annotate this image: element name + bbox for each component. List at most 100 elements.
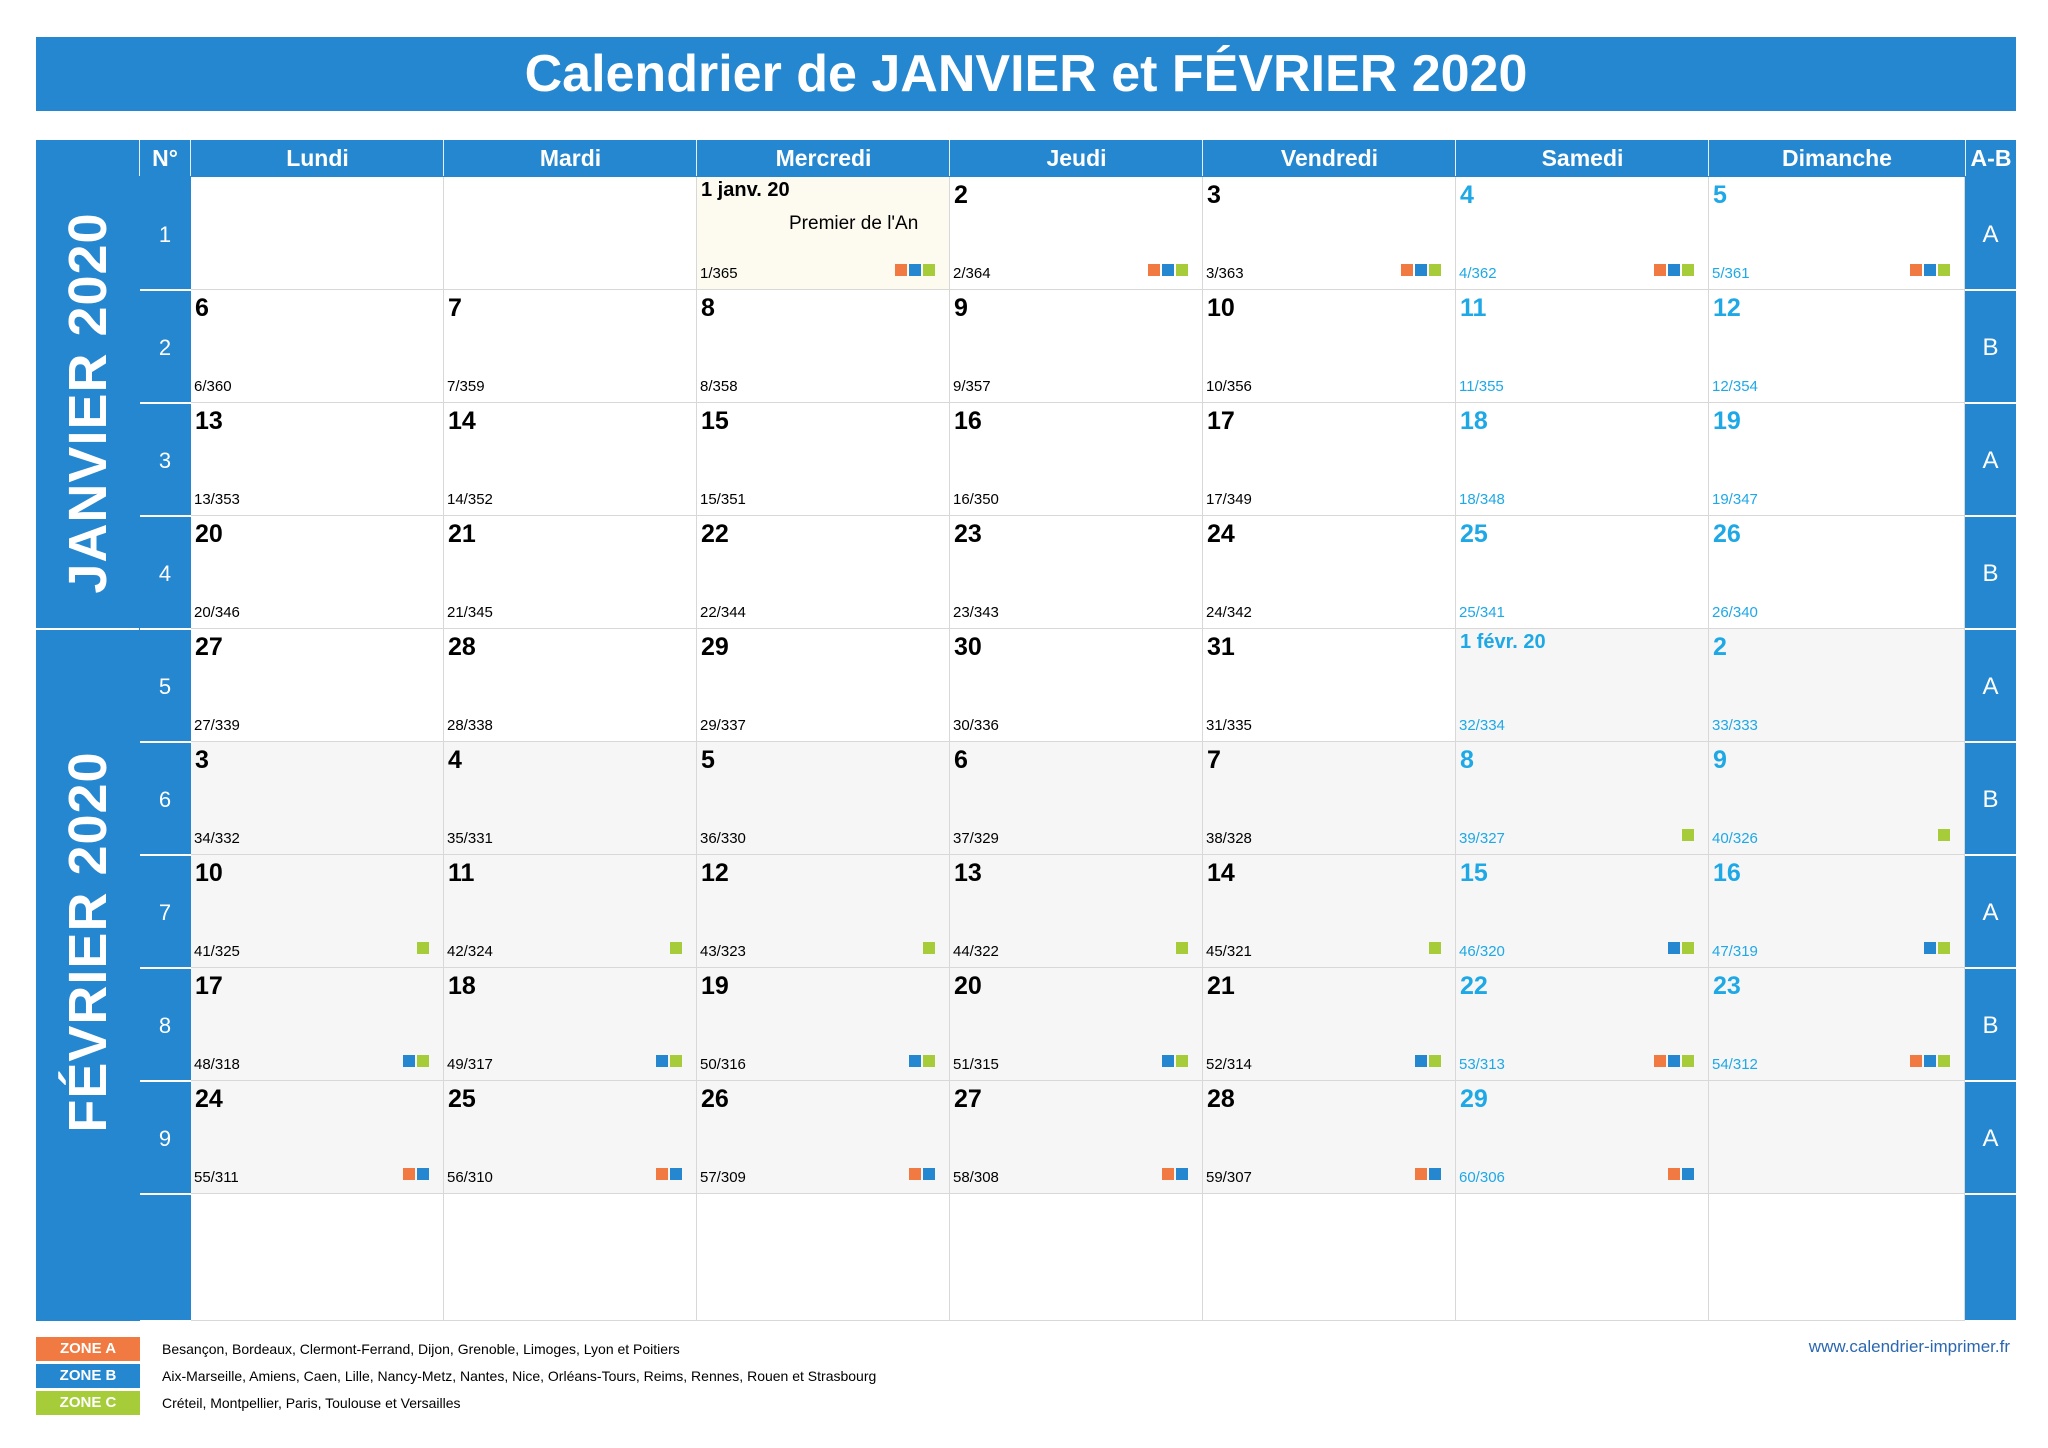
week-number: 9 <box>158 1125 172 1151</box>
day-cell[interactable]: 21 52/314 <box>1203 968 1456 1081</box>
day-cell[interactable]: 9 9/357 <box>950 290 1203 403</box>
day-cell[interactable]: 3 3/363 <box>1203 177 1456 290</box>
day-of-year: 26/340 <box>1712 604 1758 621</box>
day-of-year: 46/320 <box>1459 943 1505 960</box>
day-cell[interactable]: 12 12/354 <box>1709 290 1965 403</box>
day-cell[interactable]: 2 33/333 <box>1709 629 1965 742</box>
day-cell[interactable]: 16 47/319 <box>1709 855 1965 968</box>
day-cell[interactable]: 21 21/345 <box>444 516 697 629</box>
day-cell[interactable]: 19 50/316 <box>697 968 950 1081</box>
day-of-year: 22/344 <box>700 604 746 621</box>
day-cell[interactable]: 18 18/348 <box>1456 403 1709 516</box>
day-cell[interactable]: 12 43/323 <box>697 855 950 968</box>
day-number: 29 <box>701 633 729 661</box>
day-of-year: 16/350 <box>953 491 999 508</box>
zone-cities: Aix-Marseille, Amiens, Caen, Lille, Nanc… <box>162 1368 877 1384</box>
row-separator <box>140 515 191 517</box>
ab-week-label: A <box>1982 446 1999 474</box>
day-cell[interactable]: 7 38/328 <box>1203 742 1456 855</box>
day-number: 4 <box>1460 181 1474 209</box>
day-cell[interactable]: 5 36/330 <box>697 742 950 855</box>
day-number: 22 <box>701 520 729 548</box>
header-separator <box>1202 140 1203 176</box>
day-cell[interactable]: 24 55/311 <box>191 1081 444 1194</box>
day-cell[interactable]: 7 7/359 <box>444 290 697 403</box>
day-cell[interactable]: 10 41/325 <box>191 855 444 968</box>
day-cell[interactable]: 3 34/332 <box>191 742 444 855</box>
day-cell[interactable]: 11 42/324 <box>444 855 697 968</box>
ab-week-label: A <box>1982 220 1999 248</box>
day-cell[interactable]: 10 10/356 <box>1203 290 1456 403</box>
row-separator <box>1965 628 2016 630</box>
day-cell[interactable]: 31 31/335 <box>1203 629 1456 742</box>
day-cell[interactable]: 29 29/337 <box>697 629 950 742</box>
day-cell[interactable]: 8 8/358 <box>697 290 950 403</box>
empty-cell <box>444 177 697 290</box>
zone-c-holiday-marker <box>1938 829 1950 841</box>
zone-b-holiday-marker <box>1162 1055 1174 1067</box>
day-cell[interactable]: 9 40/326 <box>1709 742 1965 855</box>
day-of-year: 38/328 <box>1206 830 1252 847</box>
day-cell[interactable]: 17 48/318 <box>191 968 444 1081</box>
day-cell[interactable]: 2 2/364 <box>950 177 1203 290</box>
zone-c-holiday-marker <box>1429 1055 1441 1067</box>
day-cell[interactable]: 23 54/312 <box>1709 968 1965 1081</box>
day-cell[interactable]: 13 44/322 <box>950 855 1203 968</box>
day-cell[interactable]: 27 58/308 <box>950 1081 1203 1194</box>
day-cell[interactable]: 5 5/361 <box>1709 177 1965 290</box>
day-cell[interactable]: 28 59/307 <box>1203 1081 1456 1194</box>
day-cell[interactable]: 20 51/315 <box>950 968 1203 1081</box>
calendar-grid: 1 janv. 20 Premier de l'An 1/365 2 2/364 3 3/3… <box>191 177 1965 1321</box>
day-cell[interactable]: 19 19/347 <box>1709 403 1965 516</box>
ab-week-label: A <box>1982 898 1999 926</box>
day-cell[interactable]: 17 17/349 <box>1203 403 1456 516</box>
day-of-year: 55/311 <box>194 1169 239 1186</box>
day-cell[interactable]: 24 24/342 <box>1203 516 1456 629</box>
day-of-year: 2/364 <box>953 265 991 282</box>
ab-week-label: B <box>1982 559 1999 587</box>
empty-cell <box>697 1194 950 1321</box>
day-cell[interactable]: 15 15/351 <box>697 403 950 516</box>
day-cell[interactable]: 15 46/320 <box>1456 855 1709 968</box>
day-cell[interactable]: 1 févr. 20 32/334 <box>1456 629 1709 742</box>
header-day: Jeudi <box>1046 145 1107 171</box>
day-cell[interactable]: 14 14/352 <box>444 403 697 516</box>
day-number: 2 <box>1713 633 1727 661</box>
day-cell[interactable]: 22 22/344 <box>697 516 950 629</box>
day-cell[interactable]: 20 20/346 <box>191 516 444 629</box>
zone-b-holiday-marker <box>909 264 921 276</box>
day-cell[interactable]: 11 11/355 <box>1456 290 1709 403</box>
day-cell[interactable]: 4 4/362 <box>1456 177 1709 290</box>
zone-cities: Besançon, Bordeaux, Clermont-Ferrand, Di… <box>162 1341 680 1357</box>
day-cell[interactable]: 26 57/309 <box>697 1081 950 1194</box>
day-cell[interactable]: 23 23/343 <box>950 516 1203 629</box>
day-cell[interactable]: 26 26/340 <box>1709 516 1965 629</box>
day-cell[interactable]: 8 39/327 <box>1456 742 1709 855</box>
day-cell[interactable]: 25 56/310 <box>444 1081 697 1194</box>
day-cell[interactable]: 25 25/341 <box>1456 516 1709 629</box>
day-cell[interactable]: 28 28/338 <box>444 629 697 742</box>
row-separator <box>140 628 191 630</box>
day-cell[interactable]: 16 16/350 <box>950 403 1203 516</box>
day-cell[interactable]: 22 53/313 <box>1456 968 1709 1081</box>
day-cell[interactable]: 13 13/353 <box>191 403 444 516</box>
day-cell[interactable]: 27 27/339 <box>191 629 444 742</box>
zone-c-holiday-marker <box>923 264 935 276</box>
day-cell[interactable]: 1 janv. 20 Premier de l'An 1/365 <box>697 177 950 290</box>
day-cell[interactable]: 14 45/321 <box>1203 855 1456 968</box>
empty-cell <box>1203 1194 1456 1321</box>
day-of-year: 58/308 <box>953 1169 999 1186</box>
website-link[interactable]: www.calendrier-imprimer.fr <box>1808 1337 2010 1356</box>
day-cell[interactable]: 18 49/317 <box>444 968 697 1081</box>
week-number: 3 <box>158 447 172 473</box>
day-cell[interactable]: 29 60/306 <box>1456 1081 1709 1194</box>
day-number: 22 <box>1460 972 1488 1000</box>
day-cell[interactable]: 6 37/329 <box>950 742 1203 855</box>
zone-a-holiday-marker <box>1654 264 1666 276</box>
zone-badge: ZONE C <box>36 1391 140 1415</box>
empty-cell <box>1709 1194 1965 1321</box>
day-cell[interactable]: 4 35/331 <box>444 742 697 855</box>
day-number: 5 <box>701 746 715 774</box>
day-cell[interactable]: 30 30/336 <box>950 629 1203 742</box>
day-cell[interactable]: 6 6/360 <box>191 290 444 403</box>
